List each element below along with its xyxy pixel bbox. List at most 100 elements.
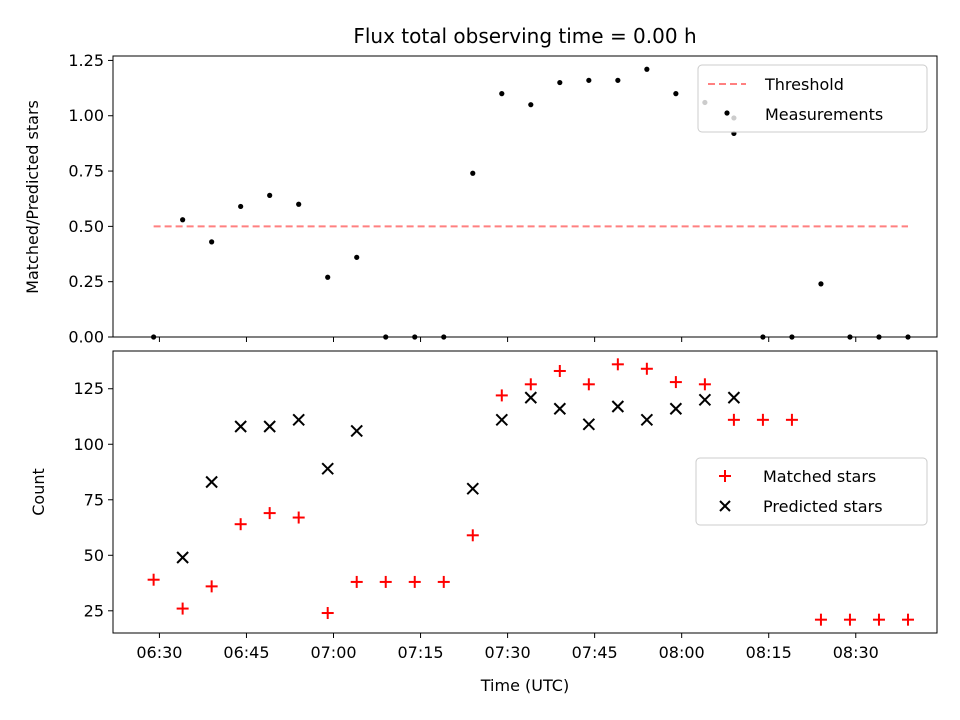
x-tick-label: 07:45 (572, 643, 618, 662)
measurement-point (296, 201, 302, 207)
matched-star-point (611, 358, 624, 371)
predicted-star-stroke-b (698, 393, 712, 407)
predicted-star-stroke-b (321, 462, 334, 475)
top-y-tick-label: 0.50 (68, 217, 104, 236)
top-y-axis-label: Matched/Predicted stars (23, 100, 42, 294)
measurement-point (267, 192, 273, 198)
matched-star-point (698, 378, 711, 391)
predicted-star-stroke-b (176, 551, 189, 564)
measurement-point (441, 334, 447, 340)
top-plot-area: 0.00 0.25 0.50 0.75 1.00 1.25 (68, 51, 938, 347)
matched-star-point (553, 364, 566, 377)
threshold-legend-label: Threshold (764, 75, 844, 94)
matched-stars-legend-label: Matched stars (763, 467, 876, 486)
matched-star-point (263, 507, 276, 520)
x-tick-label: 07:30 (485, 643, 531, 662)
predicted-star-point (205, 475, 218, 489)
measurement-point (615, 77, 621, 83)
matched-star-point (205, 580, 218, 593)
x-tick-label: 07:00 (310, 643, 356, 662)
top-y-tick-label: 0.25 (68, 272, 104, 291)
predicted-star-point (727, 391, 741, 404)
predicted-star-stroke-b (524, 391, 538, 404)
top-y-tick-label: 0.75 (68, 162, 104, 181)
matched-star-point (147, 573, 160, 586)
measurement-point (905, 334, 911, 340)
matched-star-point (814, 613, 827, 626)
bottom-y-tick-label: 25 (84, 601, 104, 620)
predicted-star-point (669, 402, 683, 415)
predicted-star-point (263, 420, 276, 433)
predicted-star-stroke-b (669, 402, 683, 415)
x-axis-label: Time (UTC) (480, 676, 569, 695)
predicted-star-point (553, 402, 567, 415)
x-tick-label: 08:30 (833, 643, 879, 662)
matched-star-point (292, 511, 305, 524)
predicted-star-stroke-b (350, 424, 363, 438)
top-legend-box (697, 64, 928, 133)
measurement-point (789, 334, 795, 340)
measurement-point (151, 334, 157, 340)
measurements-legend-label: Measurements (765, 105, 883, 124)
matched-star-point (785, 413, 798, 426)
predicted-star-point (350, 424, 363, 438)
bottom-legend: Matched stars Predicted stars (695, 457, 928, 526)
x-tick-label: 08:00 (659, 643, 705, 662)
x-tick-label: 07:15 (397, 643, 443, 662)
matched-star-point (437, 575, 450, 588)
predicted-star-point (698, 393, 712, 407)
matched-star-point (350, 575, 363, 588)
measurement-point (412, 334, 418, 340)
predicted-star-stroke-b (292, 413, 305, 427)
matched-star-point (843, 613, 856, 626)
bottom-axes-frame (112, 350, 938, 634)
matched-star-point (408, 575, 421, 588)
measurement-point (354, 254, 360, 260)
matched-star-point (379, 575, 392, 588)
predicted-star-stroke-b (205, 475, 218, 489)
predicted-star-stroke-b (582, 418, 596, 431)
measurement-point (847, 334, 853, 340)
predicted-star-stroke-b (466, 482, 479, 495)
predicted-star-point (466, 482, 479, 495)
chart-title: Flux total observing time = 0.00 h (353, 24, 696, 48)
measurement-point (325, 274, 331, 280)
measurement-point (876, 334, 882, 340)
matched-star-point (669, 376, 682, 389)
top-axes-frame (112, 55, 938, 338)
measurement-point (644, 66, 650, 72)
bottom-y-axis-label: Count (29, 468, 48, 516)
matched-star-point (756, 413, 769, 426)
measurement-point (499, 91, 505, 97)
bottom-y-tick-label: 125 (73, 379, 104, 398)
bottom-y-tick-label: 75 (84, 490, 104, 509)
measurement-point (209, 239, 215, 245)
measurement-point (557, 79, 563, 86)
predicted-star-point (321, 462, 334, 475)
measurement-point (180, 217, 186, 223)
matched-star-point (176, 602, 189, 615)
top-y-tick-label: 1.25 (68, 51, 104, 70)
measurements-legend-marker (724, 110, 730, 116)
predicted-star-point (582, 418, 596, 431)
top-y-tick-label: 0.00 (68, 328, 104, 347)
matched-star-point (466, 529, 479, 542)
predicted-star-stroke-b (263, 420, 276, 433)
top-legend: Threshold Measurements (697, 64, 928, 133)
predicted-star-stroke-b (611, 400, 625, 413)
measurement-point (760, 334, 766, 340)
predicted-star-stroke-b (234, 420, 247, 433)
measurement-point (673, 91, 679, 97)
measurement-point (238, 203, 244, 210)
matched-star-point (901, 613, 914, 626)
predicted-star-point (292, 413, 305, 427)
measurement-point (818, 281, 824, 287)
matched-star-point (872, 613, 885, 626)
matched-star-point (524, 378, 537, 391)
matched-stars-legend-marker (719, 470, 731, 482)
bottom-y-tick-label: 100 (73, 435, 104, 454)
x-tick-label: 06:30 (136, 643, 182, 662)
x-tick-label: 06:45 (223, 643, 269, 662)
